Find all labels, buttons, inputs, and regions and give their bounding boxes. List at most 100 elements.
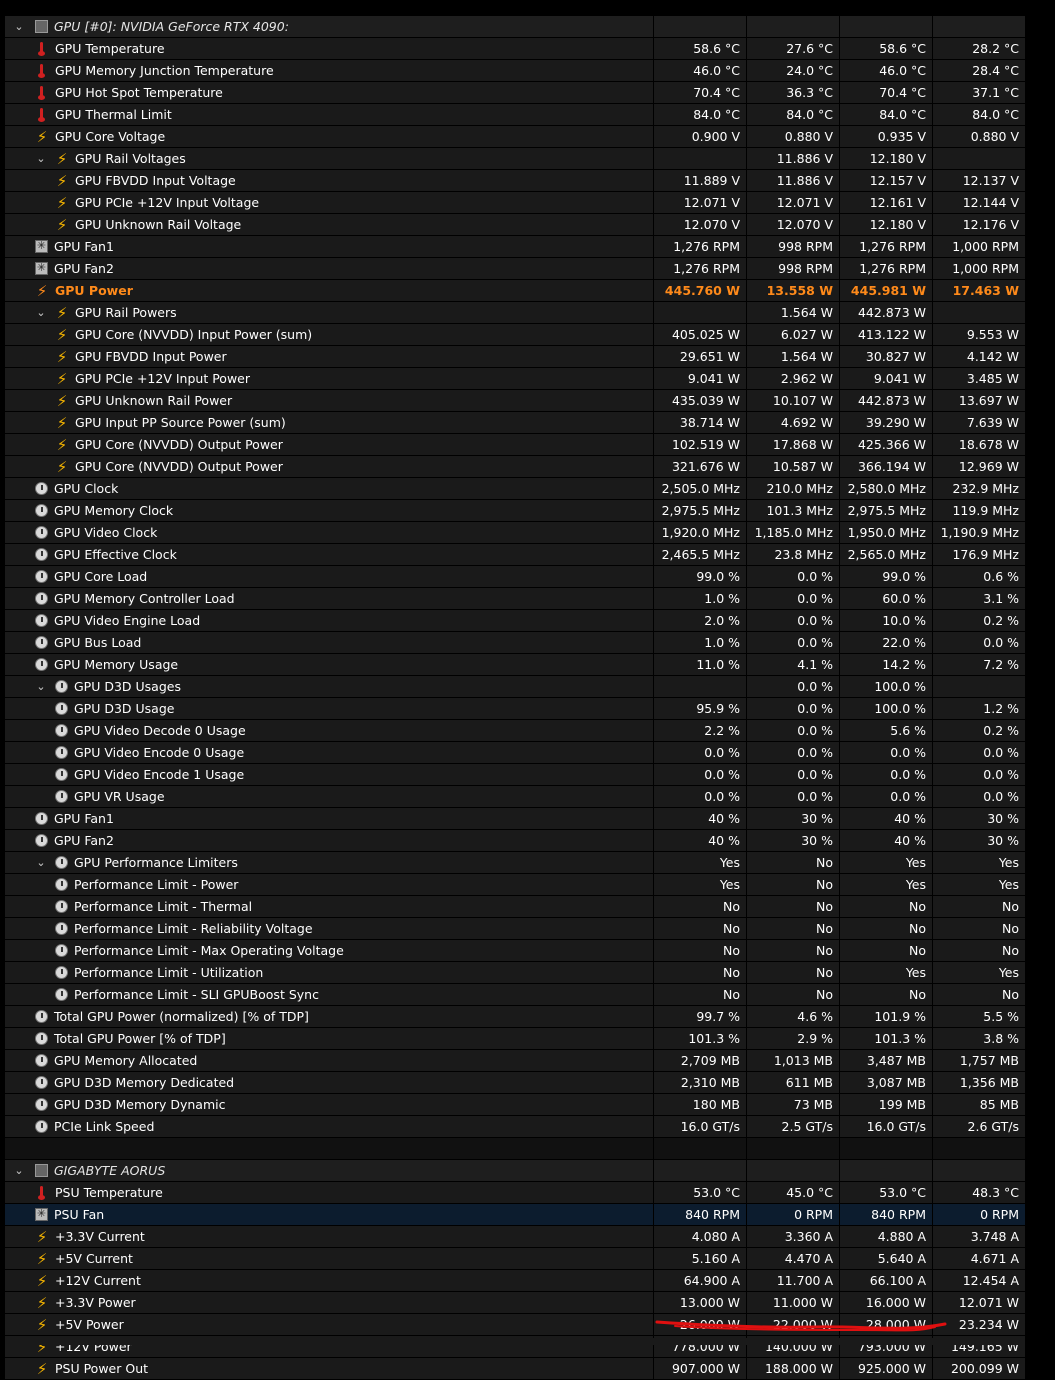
thermometer-icon: [35, 85, 49, 100]
sensor-row[interactable]: GPU Memory Controller Load 1.0 % 0.0 % 60.0…: [5, 588, 1025, 610]
minimum-value: 0.0 %: [797, 701, 833, 716]
sensor-name: GPU Memory Allocated: [54, 1053, 198, 1068]
clock-icon: [55, 702, 68, 715]
minimum-value: 2.962 W: [780, 371, 833, 386]
sensor-row[interactable]: PCIe Link Speed 16.0 GT/s 2.5 GT/s 16.0 GT/…: [5, 1116, 1025, 1138]
sensor-name: GPU Performance Limiters: [74, 855, 238, 870]
sensor-group-row[interactable]: ⌄ GPU Performance Limiters Yes No Yes Yes: [5, 852, 1025, 874]
sensor-row[interactable]: PSU Temperature 53.0 °C 45.0 °C 53.0 °C 48.3…: [5, 1182, 1025, 1204]
current-value: 4.080 A: [691, 1229, 740, 1244]
sensor-name: Performance Limit - Power: [74, 877, 239, 892]
sensor-row[interactable]: ⌄Performance Limit - UtilizationNoNoYesY…: [5, 962, 1025, 984]
sensor-row[interactable]: ⌄Performance Limit - Reliability Voltage…: [5, 918, 1025, 940]
sensor-row[interactable]: ⚡ +3.3V Power 13.000 W 11.000 W 16.000 W 12.0…: [5, 1292, 1025, 1314]
current-value: 840 RPM: [685, 1207, 740, 1222]
sensor-row[interactable]: Total GPU Power (normalized) [% of TDP] 9…: [5, 1006, 1025, 1028]
expand-chevron-icon[interactable]: ⌄: [36, 856, 46, 869]
collapse-chevron-icon[interactable]: ⌄: [14, 20, 24, 33]
sensor-name: GPU Unknown Rail Power: [75, 393, 233, 408]
section-header[interactable]: ⌄ GPU [#0]: NVIDIA GeForce RTX 4090:: [5, 16, 1025, 38]
sensor-row[interactable]: PSU Fan 840 RPM 0 RPM 840 RPM 0 RPM: [5, 1204, 1025, 1226]
sensor-row[interactable]: ⚡ +12V Current 64.900 A 11.700 A 66.100 A 12.…: [5, 1270, 1025, 1292]
sensor-row[interactable]: GPU Fan1 1,276 RPM 998 RPM 1,276 RPM 1,000 R…: [5, 236, 1025, 258]
sensor-row[interactable]: ⌄Performance Limit - Max Operating Volta…: [5, 940, 1025, 962]
maximum-value: 840 RPM: [871, 1207, 926, 1222]
minimum-value: 998 RPM: [778, 239, 833, 254]
sensor-name: GPU FBVDD Input Voltage: [75, 173, 236, 188]
sensor-group-row[interactable]: ⌄ GPU D3D Usages 0.0 % 100.0 %: [5, 676, 1025, 698]
sensor-row[interactable]: GPU Core Load 99.0 % 0.0 % 99.0 % 0.6 %: [5, 566, 1025, 588]
sensor-group-row[interactable]: ⌄ ⚡ GPU Rail Voltages 11.886 V 12.180 V: [5, 148, 1025, 170]
sensor-name: PCIe Link Speed: [54, 1119, 155, 1134]
sensor-row[interactable]: GPU D3D Memory Dynamic 180 MB 73 MB 199 MB 8…: [5, 1094, 1025, 1116]
sensor-row[interactable]: ⚡ GPU Core Voltage 0.900 V 0.880 V 0.935 V 0.…: [5, 126, 1025, 148]
sensor-row[interactable]: GPU Thermal Limit 84.0 °C 84.0 °C 84.0 °C 84…: [5, 104, 1025, 126]
collapse-chevron-icon[interactable]: ⌄: [14, 1164, 24, 1177]
sensor-row[interactable]: GPU Fan1 40 % 30 % 40 % 30 %: [5, 808, 1025, 830]
average-value: 1,000 RPM: [952, 239, 1019, 254]
sensor-row[interactable]: GPU Memory Clock 2,975.5 MHz 101.3 MHz 2,97…: [5, 500, 1025, 522]
sensor-name: GPU Video Clock: [54, 525, 158, 540]
sensor-row[interactable]: GPU Effective Clock 2,465.5 MHz 23.8 MHz 2,…: [5, 544, 1025, 566]
expand-chevron-icon[interactable]: ⌄: [36, 680, 46, 693]
sensor-row[interactable]: GPU Clock 2,505.0 MHz 210.0 MHz 2,580.0 MHz…: [5, 478, 1025, 500]
sensor-row[interactable]: ⚡ PSU Power Out 907.000 W 188.000 W 925.000 …: [5, 1358, 1025, 1380]
sensor-row[interactable]: GPU Fan2 1,276 RPM 998 RPM 1,276 RPM 1,000 R…: [5, 258, 1025, 280]
maximum-value: 99.0 %: [882, 569, 926, 584]
clock-icon: [55, 768, 68, 781]
current-value: 1,276 RPM: [673, 261, 740, 276]
sensor-row[interactable]: GPU Hot Spot Temperature 70.4 °C 36.3 °C 70…: [5, 82, 1025, 104]
sensor-row[interactable]: GPU Memory Allocated 2,709 MB 1,013 MB 3,48…: [5, 1050, 1025, 1072]
sensor-name: GPU Hot Spot Temperature: [55, 85, 223, 100]
sensor-row[interactable]: ⚡ +5V Current 5.160 A 4.470 A 5.640 A 4.671 A: [5, 1248, 1025, 1270]
sensor-row[interactable]: GPU Memory Usage 11.0 % 4.1 % 14.2 % 7.2 %: [5, 654, 1025, 676]
sensor-group-row[interactable]: ⌄ ⚡ GPU Rail Powers 1.564 W 442.873 W: [5, 302, 1025, 324]
sensor-row[interactable]: GPU Video Clock 1,920.0 MHz 1,185.0 MHz 1,9…: [5, 522, 1025, 544]
section-header[interactable]: ⌄ GIGABYTE AORUS: [5, 1160, 1025, 1182]
sensor-row[interactable]: ⚡ GPU Power 445.760 W 13.558 W 445.981 W 17.4…: [5, 280, 1025, 302]
average-value: [933, 302, 1025, 323]
sensor-row[interactable]: ⌄⚡GPU Input PP Source Power (sum)38.714 …: [5, 412, 1025, 434]
expand-chevron-icon[interactable]: ⌄: [36, 152, 46, 165]
average-value: 1,356 MB: [959, 1075, 1019, 1090]
current-value: 101.3 %: [688, 1031, 740, 1046]
sensor-row[interactable]: GPU Memory Junction Temperature 46.0 °C 24…: [5, 60, 1025, 82]
maximum-value: No: [909, 943, 926, 958]
sensor-name: GPU D3D Memory Dedicated: [54, 1075, 235, 1090]
sensor-row[interactable]: GPU Video Engine Load 2.0 % 0.0 % 10.0 % 0.2…: [5, 610, 1025, 632]
clock-icon: [35, 834, 48, 847]
expand-chevron-icon[interactable]: ⌄: [36, 306, 46, 319]
sensor-row[interactable]: ⚡ +3.3V Current 4.080 A 3.360 A 4.880 A 3.748…: [5, 1226, 1025, 1248]
sensor-row[interactable]: GPU Bus Load 1.0 % 0.0 % 22.0 % 0.0 %: [5, 632, 1025, 654]
sensor-name: GPU Temperature: [55, 41, 165, 56]
sensor-row[interactable]: GPU Fan2 40 % 30 % 40 % 30 %: [5, 830, 1025, 852]
average-value: 28.4 °C: [972, 63, 1019, 78]
sensor-row[interactable]: ⌄Performance Limit - SLI GPUBoost SyncNo…: [5, 984, 1025, 1006]
sensor-row[interactable]: ⌄⚡GPU Core (NVVDD) Input Power (sum)405.…: [5, 324, 1025, 346]
sensor-row[interactable]: GPU D3D Memory Dedicated 2,310 MB 611 MB 3,…: [5, 1072, 1025, 1094]
clock-icon: [35, 592, 48, 605]
average-value: Yes: [998, 877, 1019, 892]
minimum-value: 1,185.0 MHz: [754, 525, 833, 540]
sensor-row[interactable]: GPU Temperature 58.6 °C 27.6 °C 58.6 °C 28.2…: [5, 38, 1025, 60]
minimum-value: No: [816, 987, 833, 1002]
maximum-value: 101.9 %: [874, 1009, 926, 1024]
sensor-row[interactable]: Total GPU Power [% of TDP] 101.3 % 2.9 % 10…: [5, 1028, 1025, 1050]
clock-icon: [35, 526, 48, 539]
minimum-value: 11.000 W: [772, 1295, 833, 1310]
